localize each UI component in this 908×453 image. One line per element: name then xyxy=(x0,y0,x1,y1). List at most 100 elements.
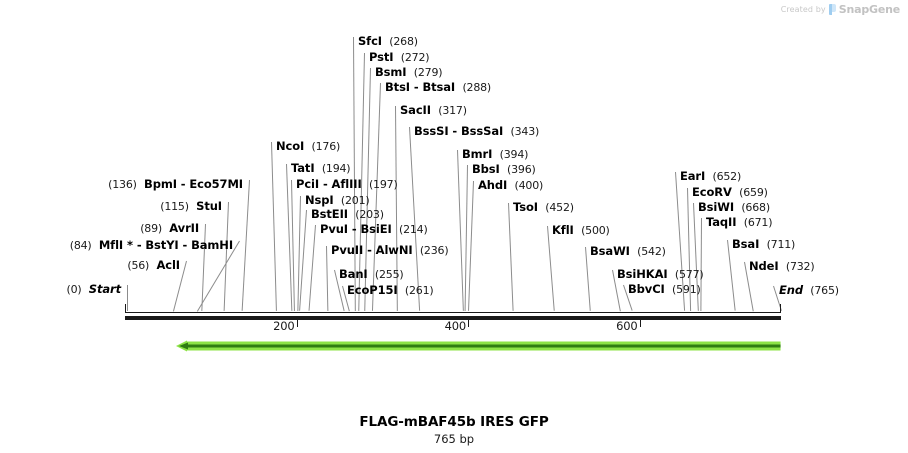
enzyme-position: (115) xyxy=(160,200,189,213)
enzyme-name: PstI xyxy=(369,50,394,64)
enzyme-name: BbvCI xyxy=(628,282,665,296)
enzyme-position: (0) xyxy=(66,283,82,296)
enzyme-position: (542) xyxy=(637,245,666,258)
enzyme-position: (288) xyxy=(462,81,492,94)
enzyme-label-bsteii: BstEII (203) xyxy=(311,208,384,221)
enzyme-label-ahdi: AhdI (400) xyxy=(478,179,543,192)
enzyme-position: (668) xyxy=(741,201,770,214)
enzyme-label-ecorv: EcoRV (659) xyxy=(692,186,768,199)
enzyme-name: EcoRV xyxy=(692,185,732,199)
enzyme-label-kfli: KflI (500) xyxy=(552,224,610,237)
enzyme-name: AvrII xyxy=(169,221,199,235)
enzyme-name: PvuI - BsiEI xyxy=(320,222,392,236)
backbone-thick-bar xyxy=(125,316,781,320)
leader-line-start xyxy=(127,285,128,311)
enzyme-label-avrii: (89) AvrII xyxy=(0,222,199,235)
ruler-tick-600 xyxy=(639,320,641,327)
leader-line-ncoi xyxy=(271,141,277,312)
enzyme-label-stui: (115) StuI xyxy=(0,200,222,213)
enzyme-label-ecop15i: EcoP15I (261) xyxy=(347,284,434,297)
leader-line-bmri xyxy=(457,149,464,312)
enzyme-name: NdeI xyxy=(749,259,779,273)
feature-arrow-svg xyxy=(176,340,781,352)
enzyme-name: TaqII xyxy=(706,215,737,229)
enzyme-position: (577) xyxy=(674,268,704,281)
enzyme-name: BsaI xyxy=(732,237,760,251)
enzyme-position: (84) xyxy=(69,239,92,252)
enzyme-label-bsssi-bsssai: BssSI - BssSaI (343) xyxy=(414,125,539,138)
page-title: FLAG-mBAF45b IRES GFP xyxy=(359,414,549,430)
ruler-end-cap xyxy=(780,304,781,312)
enzyme-label-tati: TatI (194) xyxy=(291,161,351,175)
enzyme-name: BsmI xyxy=(375,65,407,79)
leader-line-bpmi-eco57mi xyxy=(241,179,250,312)
enzyme-label-bbvci: BbvCI (591) xyxy=(628,283,701,296)
enzyme-position: (659) xyxy=(739,186,768,199)
leader-line-ahdi xyxy=(468,180,474,312)
enzyme-name: SfcI xyxy=(358,34,382,48)
enzyme-position: (194) xyxy=(321,162,351,175)
snapgene-watermark: Created by SnapGene xyxy=(781,3,900,16)
enzyme-position: (203) xyxy=(355,208,384,221)
enzyme-position: (214) xyxy=(398,223,428,236)
enzyme-name: PciI - AflIII xyxy=(296,177,362,191)
leader-line-pvui-bsiei xyxy=(308,224,316,312)
enzyme-name: BpmI - Eco57MI xyxy=(144,177,243,191)
enzyme-name: PvuII - AlwNI xyxy=(331,243,413,257)
enzyme-label-ndei: NdeI (732) xyxy=(749,259,815,273)
enzyme-name: BanI xyxy=(339,267,368,281)
enzyme-label-eari: EarI (652) xyxy=(680,170,741,183)
ruler-tick-200 xyxy=(296,320,298,327)
enzyme-position: (272) xyxy=(400,51,430,64)
watermark-created-by-label: Created by xyxy=(780,5,826,14)
enzyme-label-bmri: BmrI (394) xyxy=(462,148,528,161)
enzyme-position: (394) xyxy=(499,148,529,161)
enzyme-label-pvui-bsiei: PvuI - BsiEI (214) xyxy=(320,223,428,236)
enzyme-name: BbsI xyxy=(472,162,500,176)
enzyme-label-pvuii-alwni: PvuII - AlwNI (236) xyxy=(331,243,449,257)
enzyme-position: (89) xyxy=(140,222,162,235)
enzyme-name: MflI * - BstYI - BamHI xyxy=(98,238,233,252)
enzyme-position: (268) xyxy=(389,35,418,48)
enzyme-position: (317) xyxy=(438,104,467,117)
feature-arrow-layer xyxy=(176,337,781,352)
enzyme-name: BsiWI xyxy=(698,200,735,214)
enzyme-name: Start xyxy=(88,282,121,296)
enzyme-name: AclI xyxy=(156,258,180,272)
enzyme-name: StuI xyxy=(196,199,222,213)
leader-line-pvuii-alwni xyxy=(326,245,329,311)
enzyme-position: (396) xyxy=(507,163,536,176)
enzyme-name: EarI xyxy=(680,169,706,183)
leader-line-kfli xyxy=(547,225,555,312)
ruler-tick-label-400: 400 xyxy=(444,319,467,333)
enzyme-position: (261) xyxy=(404,284,434,297)
enzyme-name: BsaWI xyxy=(590,244,630,258)
enzyme-name: BtsI - BtsaI xyxy=(385,80,456,94)
enzyme-position: (400) xyxy=(514,179,544,192)
enzyme-label-bsihkai: BsiHKAI (577) xyxy=(617,267,704,281)
enzyme-name: BmrI xyxy=(462,147,493,161)
enzyme-label-bsai: BsaI (711) xyxy=(732,238,795,251)
leader-line-bbsi xyxy=(464,164,468,312)
enzyme-label-bpmi-eco57mi: (136) BpmI - Eco57MI xyxy=(0,178,243,191)
enzyme-name: TatI xyxy=(291,161,315,175)
enzyme-label-tsoi: TsoI (452) xyxy=(513,201,574,214)
enzyme-name: BsiHKAI xyxy=(617,267,668,281)
ruler-tick-400 xyxy=(468,320,469,327)
enzyme-label-bsmi: BsmI (279) xyxy=(375,65,443,79)
enzyme-label-btsi-btsai: BtsI - BtsaI (288) xyxy=(385,81,491,94)
enzyme-label-bbsi: BbsI (396) xyxy=(472,163,536,176)
enzyme-position: (500) xyxy=(581,224,610,237)
enzyme-name: BssSI - BssSaI xyxy=(414,124,504,138)
leader-line-tsoi xyxy=(508,202,514,312)
enzyme-position: (343) xyxy=(510,125,540,138)
enzyme-label-end: End (765) xyxy=(779,284,839,297)
enzyme-label-bsiwi: BsiWI (668) xyxy=(698,201,770,214)
enzyme-position: (765) xyxy=(810,284,839,297)
enzyme-position: (711) xyxy=(766,238,796,251)
enzyme-label-pcii-afliii: PciI - AflIII (197) xyxy=(296,178,398,191)
enzyme-position: (591) xyxy=(672,283,701,296)
enzyme-position: (201) xyxy=(340,194,370,207)
enzyme-position: (197) xyxy=(368,178,398,191)
ruler-start-cap xyxy=(125,304,126,312)
